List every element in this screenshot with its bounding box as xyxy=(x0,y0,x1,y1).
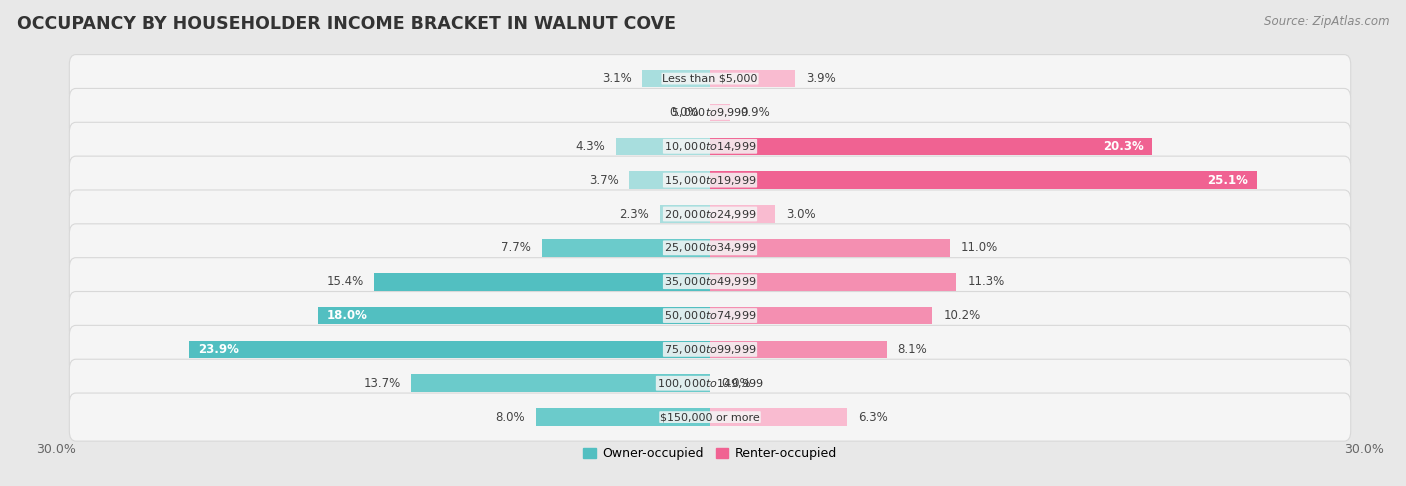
Text: OCCUPANCY BY HOUSEHOLDER INCOME BRACKET IN WALNUT COVE: OCCUPANCY BY HOUSEHOLDER INCOME BRACKET … xyxy=(17,15,676,33)
FancyBboxPatch shape xyxy=(69,54,1351,103)
Text: $100,000 to $149,999: $100,000 to $149,999 xyxy=(657,377,763,390)
FancyBboxPatch shape xyxy=(69,292,1351,340)
Text: $75,000 to $99,999: $75,000 to $99,999 xyxy=(664,343,756,356)
Text: 3.0%: 3.0% xyxy=(786,208,815,221)
FancyBboxPatch shape xyxy=(69,325,1351,373)
FancyBboxPatch shape xyxy=(69,88,1351,137)
Text: 0.0%: 0.0% xyxy=(721,377,751,390)
FancyBboxPatch shape xyxy=(69,156,1351,204)
Text: $35,000 to $49,999: $35,000 to $49,999 xyxy=(664,275,756,288)
Text: $150,000 or more: $150,000 or more xyxy=(661,412,759,422)
Bar xyxy=(659,205,710,223)
Text: 6.3%: 6.3% xyxy=(858,411,889,424)
Text: $25,000 to $34,999: $25,000 to $34,999 xyxy=(664,242,756,254)
Bar xyxy=(543,239,710,257)
Text: 8.1%: 8.1% xyxy=(897,343,927,356)
Bar xyxy=(710,239,950,257)
FancyBboxPatch shape xyxy=(69,258,1351,306)
Text: 11.0%: 11.0% xyxy=(960,242,998,254)
FancyBboxPatch shape xyxy=(69,224,1351,272)
FancyBboxPatch shape xyxy=(69,190,1351,238)
Bar xyxy=(536,408,710,426)
Text: 25.1%: 25.1% xyxy=(1208,174,1249,187)
Bar xyxy=(710,138,1153,155)
Bar xyxy=(190,341,710,358)
Text: 18.0%: 18.0% xyxy=(326,309,367,322)
Text: 2.3%: 2.3% xyxy=(619,208,650,221)
Text: 0.0%: 0.0% xyxy=(669,106,699,119)
Text: $20,000 to $24,999: $20,000 to $24,999 xyxy=(664,208,756,221)
Text: Source: ZipAtlas.com: Source: ZipAtlas.com xyxy=(1264,15,1389,28)
Bar xyxy=(710,70,794,87)
FancyBboxPatch shape xyxy=(69,359,1351,407)
Text: 7.7%: 7.7% xyxy=(502,242,531,254)
Bar xyxy=(710,172,1257,189)
Text: $10,000 to $14,999: $10,000 to $14,999 xyxy=(664,140,756,153)
Text: 23.9%: 23.9% xyxy=(198,343,239,356)
Bar xyxy=(318,307,710,324)
FancyBboxPatch shape xyxy=(69,122,1351,171)
Bar xyxy=(412,374,710,392)
Text: 4.3%: 4.3% xyxy=(575,140,606,153)
Text: $50,000 to $74,999: $50,000 to $74,999 xyxy=(664,309,756,322)
Bar xyxy=(710,273,956,291)
Text: 3.9%: 3.9% xyxy=(806,72,835,85)
Bar xyxy=(630,172,710,189)
Bar xyxy=(710,307,932,324)
Bar xyxy=(710,104,730,122)
Text: 10.2%: 10.2% xyxy=(943,309,980,322)
Text: $15,000 to $19,999: $15,000 to $19,999 xyxy=(664,174,756,187)
FancyBboxPatch shape xyxy=(69,393,1351,441)
Bar xyxy=(374,273,710,291)
Text: 0.9%: 0.9% xyxy=(741,106,770,119)
Bar xyxy=(643,70,710,87)
Bar xyxy=(616,138,710,155)
Text: 11.3%: 11.3% xyxy=(967,275,1004,288)
Legend: Owner-occupied, Renter-occupied: Owner-occupied, Renter-occupied xyxy=(578,442,842,465)
Text: Less than $5,000: Less than $5,000 xyxy=(662,73,758,84)
Bar xyxy=(710,408,848,426)
Text: 3.1%: 3.1% xyxy=(602,72,631,85)
Bar xyxy=(710,205,776,223)
Text: 8.0%: 8.0% xyxy=(495,411,524,424)
Bar xyxy=(710,341,887,358)
Text: 13.7%: 13.7% xyxy=(363,377,401,390)
Text: 3.7%: 3.7% xyxy=(589,174,619,187)
Text: $5,000 to $9,999: $5,000 to $9,999 xyxy=(671,106,749,119)
Text: 15.4%: 15.4% xyxy=(326,275,364,288)
Text: 20.3%: 20.3% xyxy=(1102,140,1143,153)
